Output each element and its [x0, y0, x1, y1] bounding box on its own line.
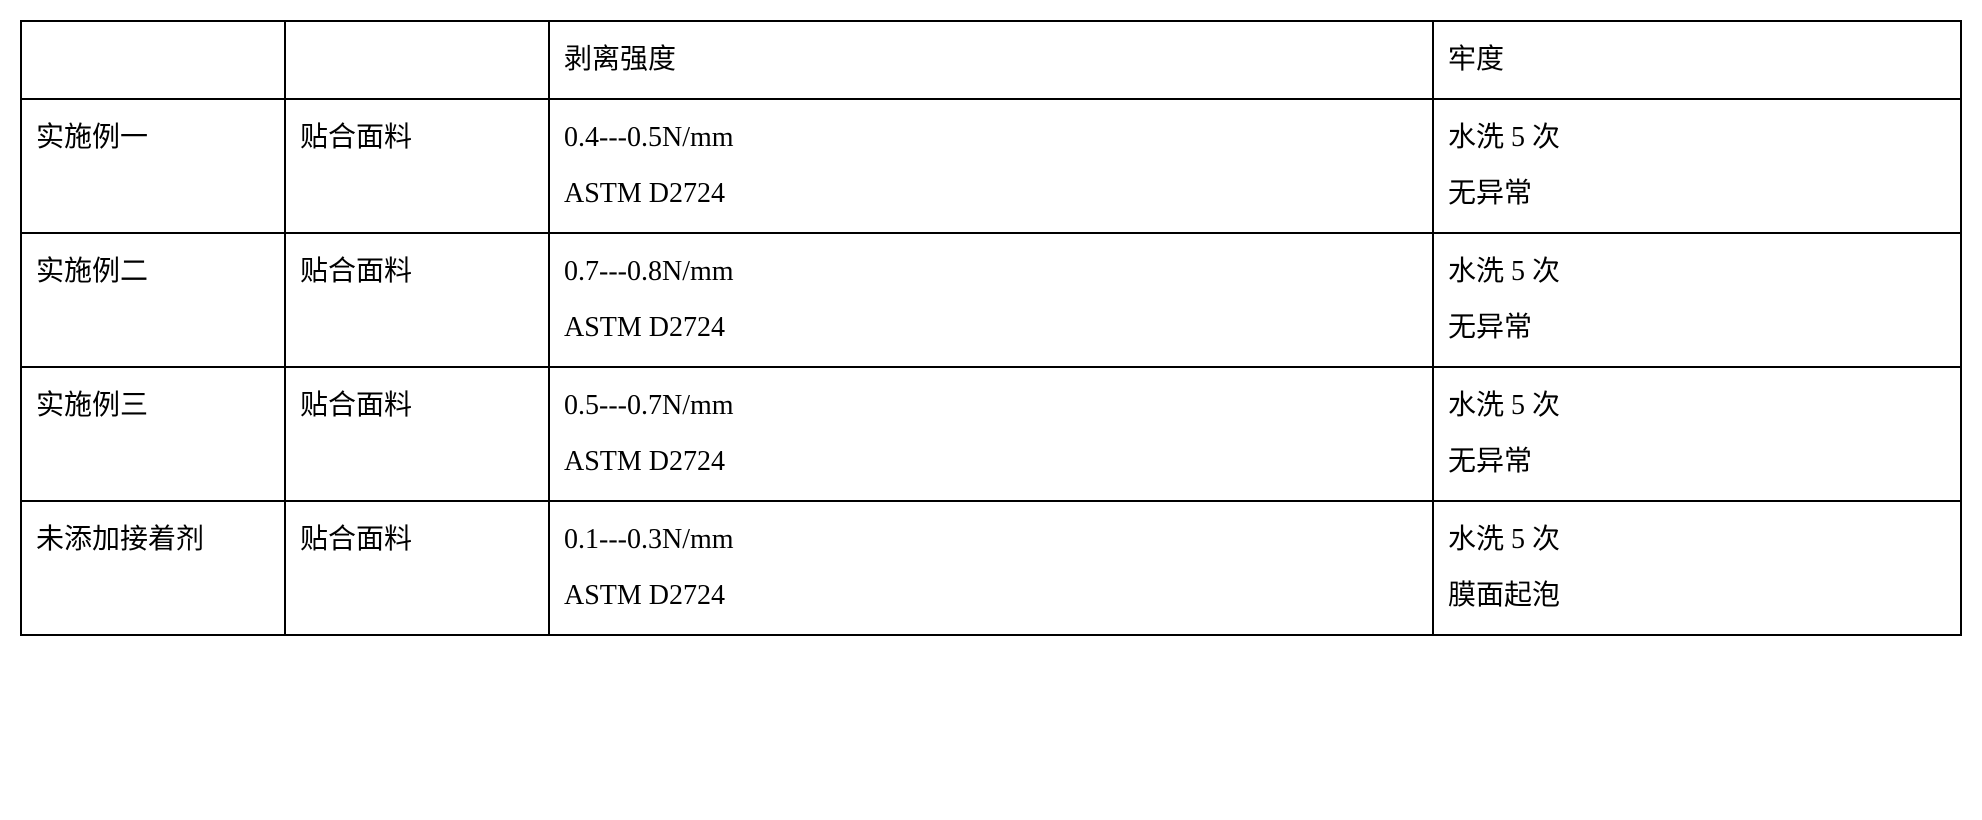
- cell-example: 实施例二: [21, 233, 285, 367]
- peel-standard: ASTM D2724: [564, 166, 1418, 222]
- table-row: 未添加接着剂 贴合面料 0.1---0.3N/mm ASTM D2724 水洗 …: [21, 501, 1961, 635]
- peel-value: 0.4---0.5N/mm: [564, 110, 1418, 166]
- fastness-result: 无异常: [1448, 434, 1946, 490]
- fastness-result: 无异常: [1448, 166, 1946, 222]
- fastness-wash: 水洗 5 次: [1448, 378, 1946, 434]
- peel-value: 0.7---0.8N/mm: [564, 244, 1418, 300]
- cell-material: 贴合面料: [285, 233, 549, 367]
- fastness-result: 膜面起泡: [1448, 568, 1946, 624]
- cell-material: 贴合面料: [285, 367, 549, 501]
- peel-standard: ASTM D2724: [564, 300, 1418, 356]
- peel-value: 0.5---0.7N/mm: [564, 378, 1418, 434]
- cell-fastness: 水洗 5 次 无异常: [1433, 233, 1961, 367]
- cell-material: 贴合面料: [285, 99, 549, 233]
- cell-example: 实施例三: [21, 367, 285, 501]
- fastness-wash: 水洗 5 次: [1448, 512, 1946, 568]
- table-row: 实施例一 贴合面料 0.4---0.5N/mm ASTM D2724 水洗 5 …: [21, 99, 1961, 233]
- fastness-wash: 水洗 5 次: [1448, 110, 1946, 166]
- cell-example: 未添加接着剂: [21, 501, 285, 635]
- materials-table: 剥离强度 牢度 实施例一 贴合面料 0.4---0.5N/mm ASTM D27…: [20, 20, 1962, 636]
- cell-material: 贴合面料: [285, 501, 549, 635]
- peel-standard: ASTM D2724: [564, 568, 1418, 624]
- header-cell-peel-strength: 剥离强度: [549, 21, 1433, 99]
- table-row: 实施例二 贴合面料 0.7---0.8N/mm ASTM D2724 水洗 5 …: [21, 233, 1961, 367]
- table-row: 实施例三 贴合面料 0.5---0.7N/mm ASTM D2724 水洗 5 …: [21, 367, 1961, 501]
- peel-standard: ASTM D2724: [564, 434, 1418, 490]
- header-cell-blank1: [21, 21, 285, 99]
- cell-peel: 0.1---0.3N/mm ASTM D2724: [549, 501, 1433, 635]
- fastness-wash: 水洗 5 次: [1448, 244, 1946, 300]
- header-cell-blank2: [285, 21, 549, 99]
- cell-peel: 0.7---0.8N/mm ASTM D2724: [549, 233, 1433, 367]
- cell-example: 实施例一: [21, 99, 285, 233]
- fastness-result: 无异常: [1448, 300, 1946, 356]
- cell-fastness: 水洗 5 次 无异常: [1433, 99, 1961, 233]
- cell-fastness: 水洗 5 次 无异常: [1433, 367, 1961, 501]
- header-cell-fastness: 牢度: [1433, 21, 1961, 99]
- cell-fastness: 水洗 5 次 膜面起泡: [1433, 501, 1961, 635]
- peel-value: 0.1---0.3N/mm: [564, 512, 1418, 568]
- cell-peel: 0.5---0.7N/mm ASTM D2724: [549, 367, 1433, 501]
- cell-peel: 0.4---0.5N/mm ASTM D2724: [549, 99, 1433, 233]
- table-header-row: 剥离强度 牢度: [21, 21, 1961, 99]
